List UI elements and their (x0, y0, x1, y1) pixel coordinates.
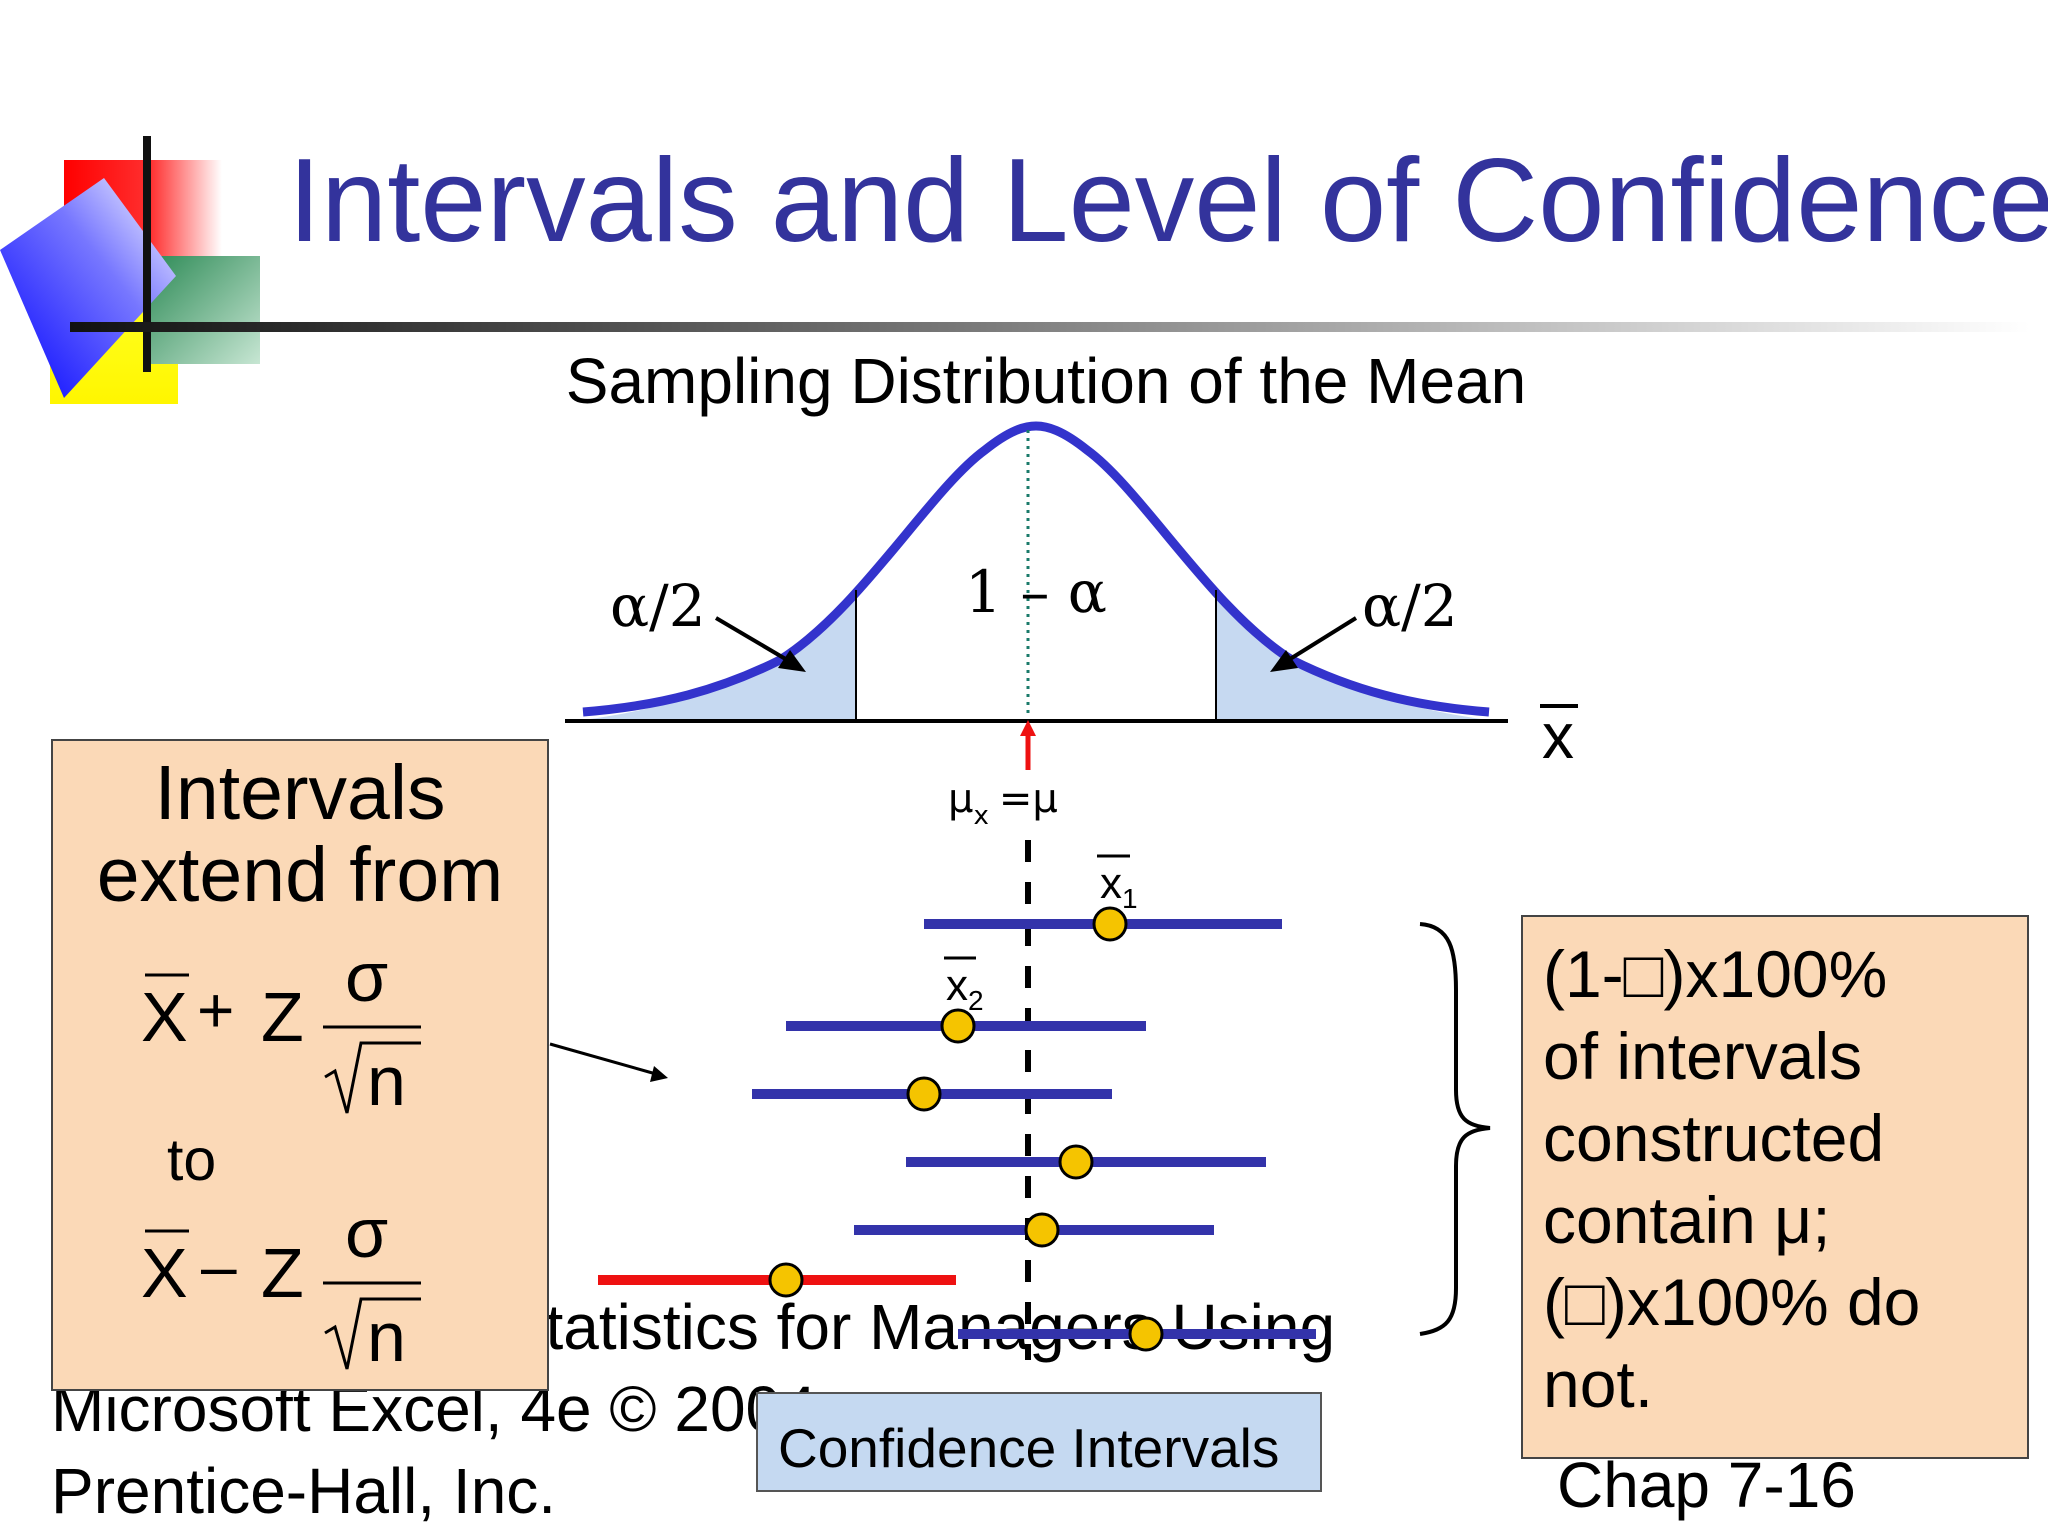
title-underline (70, 322, 2030, 332)
upper-sigma: σ (345, 938, 389, 1016)
right-tail-area (1216, 595, 1489, 720)
center-area-label: 1 – α (965, 558, 1107, 626)
formula-lines (145, 973, 421, 1370)
interval-1-mean (1092, 906, 1128, 942)
coverage-explanation-text: (1-□)x100% of intervals constructed cont… (1543, 937, 1921, 1421)
logo-vertical-bar (143, 136, 151, 372)
lower-sqrt-sign (324, 1297, 421, 1370)
interval-2-mean (940, 1008, 976, 1044)
mean-mu-label: μx =μ (948, 776, 1058, 831)
interval-formula-box: Intervals extend from X + Z σ n to X – Z… (51, 739, 549, 1391)
confidence-intervals (598, 906, 1316, 1352)
upper-sqrt-sign (324, 1041, 421, 1114)
interval-5-mean (1024, 1212, 1060, 1248)
left-tail-arrow (714, 616, 796, 666)
coverage-explanation-box: (1-□)x100% of intervals constructed cont… (1521, 915, 2029, 1459)
axis-symbol: x (1542, 700, 1574, 772)
logo-blue-diamond (0, 178, 176, 398)
right-tail-label: α/2 (1362, 572, 1458, 640)
box-pointer-arrowhead (650, 1066, 668, 1082)
xbar2-label: x2 (946, 961, 984, 1016)
diagram-heading: Sampling Distribution of the Mean (566, 345, 1527, 417)
interval-3-mean (906, 1076, 942, 1112)
normal-curve (582, 421, 1490, 717)
upper-z: Z (261, 978, 304, 1056)
slide-title: Intervals and Level of Confidence (288, 134, 2048, 267)
xbar1-label: x1 (1100, 859, 1138, 914)
formula-to-label: to (167, 1127, 217, 1193)
lower-z: Z (261, 1234, 304, 1312)
lower-minus: – (201, 1230, 237, 1302)
upper-n: n (367, 1042, 406, 1120)
formula-box-line1: Intervals (154, 750, 446, 836)
box-pointer-arrow (549, 1042, 657, 1076)
upper-plus: + (197, 974, 235, 1046)
lower-sigma: σ (345, 1194, 389, 1272)
upper-x: X (141, 978, 188, 1056)
left-tail-label: α/2 (610, 572, 706, 640)
right-tail-arrowhead (1270, 650, 1298, 672)
confidence-intervals-caption: Confidence Intervals (778, 1417, 1280, 1479)
left-tail-arrowhead (778, 650, 806, 672)
confidence-intervals-caption-box: Confidence Intervals (756, 1392, 1322, 1492)
right-tail-arrow (1280, 616, 1358, 666)
lower-n: n (367, 1298, 406, 1376)
interval-brace (1419, 922, 1491, 1336)
mean-arrowhead (1020, 720, 1036, 736)
interval-4-mean (1058, 1144, 1094, 1180)
left-tail-area (583, 595, 856, 720)
formula-box-line2: extend from (96, 832, 504, 918)
lower-x: X (141, 1234, 188, 1312)
interval-6-mean (768, 1262, 804, 1298)
interval-7-mean (1128, 1316, 1164, 1352)
slide-number: Chap 7-16 (1557, 1449, 1856, 1521)
